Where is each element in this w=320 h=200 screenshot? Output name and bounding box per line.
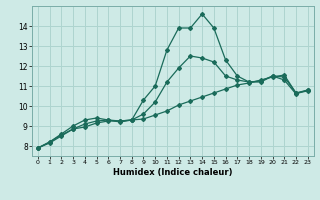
X-axis label: Humidex (Indice chaleur): Humidex (Indice chaleur) [113,168,233,177]
